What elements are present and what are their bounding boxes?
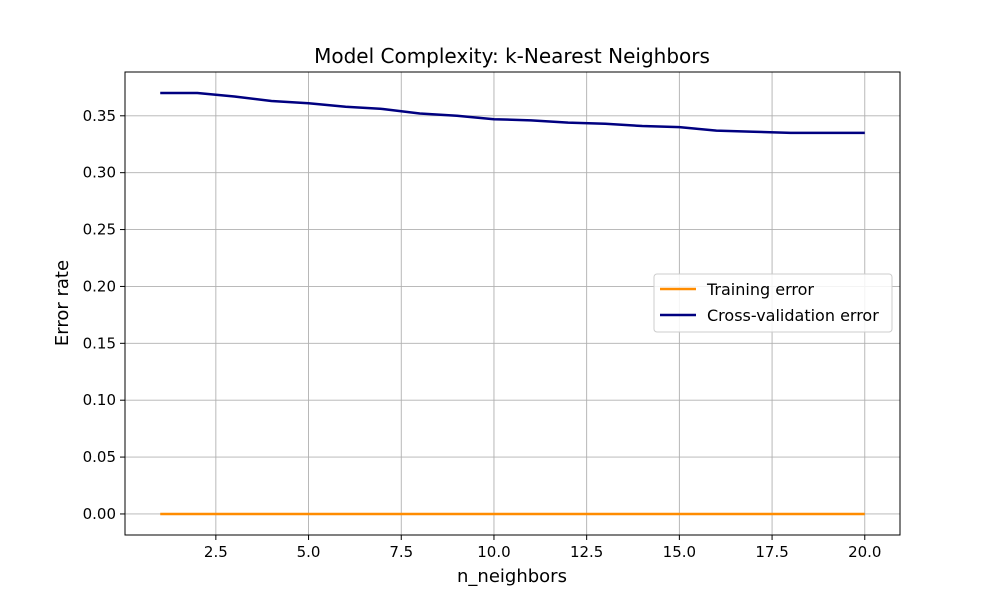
x-tick-label: 7.5 [389, 543, 413, 561]
x-tick-label: 2.5 [204, 543, 228, 561]
y-tick-label: 0.00 [83, 505, 116, 523]
y-tick-label: 0.20 [83, 277, 116, 295]
y-tick-label: 0.25 [83, 221, 116, 239]
legend-box [653, 273, 893, 333]
chart-title: Model Complexity: k-Nearest Neighbors [314, 44, 710, 68]
x-tick-label: 20.0 [848, 543, 881, 561]
axis-ticks: 2.5 5.0 7.5 10.0 12.5 15.0 17.5 20.0 0.00 0.05 0.1… [83, 107, 882, 561]
legend: Training error Cross-validation error [653, 273, 893, 333]
legend-label-cross-validation-error: Cross-validation error [707, 306, 879, 325]
x-tick-label: 10.0 [477, 543, 510, 561]
y-axis-label: Error rate [52, 260, 73, 346]
x-tick-label: 17.5 [755, 543, 788, 561]
series-lines [160, 91, 865, 516]
y-tick-label: 0.35 [83, 107, 116, 125]
legend-label-training-error: Training error [706, 280, 814, 299]
plot-area-frame [124, 71, 901, 536]
x-axis-label: n_neighbors [457, 566, 567, 587]
y-tick-label: 0.30 [83, 164, 116, 182]
x-tick-label: 12.5 [570, 543, 603, 561]
x-tick-label: 5.0 [297, 543, 321, 561]
y-tick-label: 0.15 [83, 334, 116, 352]
series-line-cross-validation-error [160, 91, 865, 135]
y-tick-label: 0.05 [83, 448, 116, 466]
y-tick-label: 0.10 [83, 391, 116, 409]
x-tick-label: 15.0 [663, 543, 696, 561]
